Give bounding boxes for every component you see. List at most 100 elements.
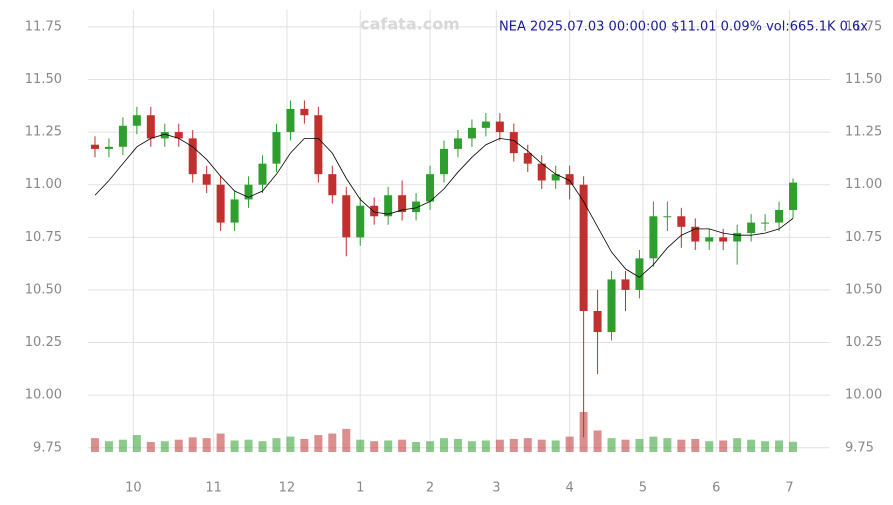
candle-body [188, 138, 197, 175]
volume-bar [509, 438, 518, 452]
candle-body [258, 163, 267, 185]
candle-body [384, 195, 393, 217]
candle-body [230, 199, 239, 223]
candle-body [747, 222, 756, 234]
candle-body [370, 205, 379, 217]
y-tick-label-right: 11.75 [845, 19, 882, 34]
candle-body [481, 121, 490, 128]
y-tick-label: 10.25 [25, 335, 62, 350]
candle-body [565, 174, 574, 185]
candle-body [509, 132, 518, 154]
candle-body [635, 258, 644, 290]
x-tick-label: 5 [639, 481, 647, 496]
volume-bar [747, 439, 756, 452]
candle-body [621, 279, 630, 290]
candle-body [104, 146, 113, 149]
candle-body [300, 108, 309, 116]
y-tick-label-right: 10.50 [845, 282, 882, 297]
x-tick-label: 4 [566, 481, 574, 496]
candle-body [272, 132, 281, 164]
volume-bar [146, 442, 155, 452]
candle-body [146, 115, 155, 139]
candle-body [761, 222, 770, 224]
candle-body [328, 174, 337, 196]
x-tick-label: 7 [785, 481, 793, 496]
volume-bar [481, 440, 490, 452]
candle-body [174, 132, 183, 139]
volume-bar [467, 441, 476, 452]
volume-bar [356, 439, 365, 452]
candle-body [537, 163, 546, 181]
candle-body [719, 237, 728, 242]
volume-bar [440, 438, 448, 452]
volume-bar [593, 430, 602, 452]
volume-bar [118, 439, 127, 452]
volume-bar [384, 440, 393, 452]
volume-bar [719, 440, 728, 452]
volume-bar [621, 439, 630, 452]
candle-body [523, 153, 532, 164]
candle-body [440, 148, 448, 175]
candle-body [579, 184, 588, 311]
volume-bar [537, 439, 546, 452]
candle-body [314, 115, 323, 175]
candle-body [775, 209, 784, 223]
y-tick-label-right: 10.75 [845, 230, 882, 245]
volume-bar [202, 438, 211, 452]
y-tick-label: 11.75 [25, 19, 62, 34]
candle-body [90, 144, 99, 149]
candle-body [202, 174, 211, 185]
volume-bar [244, 439, 253, 452]
candle-body [160, 132, 169, 139]
y-tick-label: 10.75 [25, 230, 62, 245]
volume-bar [370, 441, 379, 452]
y-tick-label-right: 9.75 [845, 440, 874, 455]
volume-bar [426, 441, 435, 452]
candle-body [551, 174, 560, 181]
volume-bar [104, 441, 113, 452]
volume-bar [495, 439, 504, 452]
volume-bar [663, 438, 672, 452]
candle-body [426, 174, 435, 202]
volume-bar [691, 438, 700, 452]
volume-bar [230, 440, 239, 452]
candle-body [677, 216, 686, 227]
y-tick-label-right: 11.50 [845, 72, 882, 87]
candle-body [342, 195, 351, 238]
candle-body [453, 138, 462, 149]
volume-bar [523, 438, 532, 452]
candle-body [705, 237, 714, 242]
candle-body [733, 233, 742, 242]
y-tick-label-right: 10.00 [845, 388, 882, 403]
volume-bar [300, 438, 309, 452]
volume-bar [90, 438, 99, 452]
candle-body [649, 216, 658, 259]
candle-body [691, 226, 700, 242]
volume-bar [132, 435, 141, 452]
volume-bar [677, 439, 686, 452]
candle-body [593, 310, 602, 333]
volume-bar [328, 433, 337, 452]
volume-bar [174, 439, 183, 452]
moving-average [94, 133, 794, 278]
y-tick-label: 11.50 [25, 72, 62, 87]
volume-bar [733, 438, 742, 452]
volume-bar [272, 438, 281, 452]
volume-bar [216, 433, 225, 452]
candle-body [356, 205, 365, 238]
y-tick-label-right: 10.25 [845, 335, 882, 350]
volume-bar [761, 441, 770, 452]
volume-bar [453, 438, 462, 452]
volume-bar [342, 428, 351, 452]
x-tick-label: 2 [426, 481, 434, 496]
volume-bar [286, 436, 295, 452]
candle-body [286, 108, 295, 133]
candle-body [495, 121, 504, 133]
x-tick-label: 11 [205, 481, 222, 496]
x-tick-label: 1 [356, 481, 364, 496]
y-tick-label: 10.00 [25, 388, 62, 403]
chart-title: NEA 2025.07.03 00:00:00 $11.01 0.09% vol… [499, 20, 868, 35]
candle-body [132, 115, 141, 126]
x-tick-label: 10 [125, 481, 142, 496]
